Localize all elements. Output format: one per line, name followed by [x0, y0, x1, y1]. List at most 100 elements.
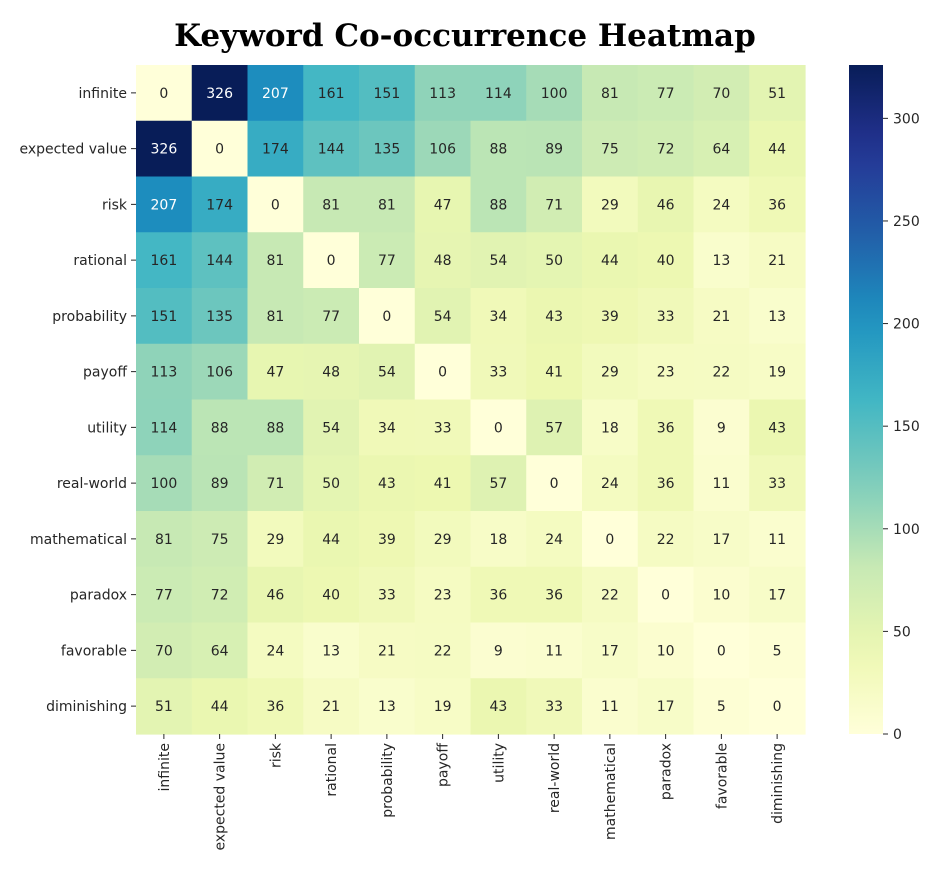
x-tick-label: real-world	[547, 743, 563, 813]
cell-value-label: 33	[657, 309, 675, 325]
cell-value-label: 0	[494, 420, 503, 436]
heatmap-cell	[526, 622, 583, 679]
cell-value-label: 51	[768, 86, 786, 102]
cell-value-label: 57	[545, 420, 563, 436]
heatmap-cell	[470, 622, 527, 679]
cell-value-label: 88	[211, 420, 229, 436]
cell-value-label: 77	[155, 588, 173, 604]
cell-value-label: 29	[434, 532, 452, 548]
cell-value-label: 48	[434, 253, 452, 269]
cell-value-label: 50	[545, 253, 563, 269]
cell-value-label: 207	[151, 197, 178, 213]
cell-value-label: 41	[545, 365, 563, 381]
heatmap-cell	[359, 678, 416, 735]
cell-value-label: 23	[657, 365, 675, 381]
cell-value-label: 81	[378, 197, 396, 213]
cell-value-label: 88	[266, 420, 284, 436]
heatmap-cell	[191, 566, 249, 624]
cell-value-label: 33	[378, 588, 396, 604]
cell-value-label: 9	[717, 420, 726, 436]
heatmap-cell	[693, 455, 750, 512]
cell-value-label: 11	[545, 643, 563, 659]
heatmap-cell	[637, 678, 695, 735]
cell-value-label: 13	[322, 643, 340, 659]
cell-value-label: 18	[489, 532, 507, 548]
heatmap-cell	[303, 65, 360, 122]
cell-value-label: 23	[434, 588, 452, 604]
heatmap-cell	[637, 288, 695, 345]
cell-value-label: 88	[489, 142, 507, 158]
cell-value-label: 64	[712, 142, 730, 158]
x-tick-label: utility	[491, 743, 507, 783]
heatmap-cell	[414, 622, 472, 679]
x-tick-labels: infinite expected value risk rational probab…	[157, 734, 786, 851]
heatmap-cell	[191, 622, 249, 679]
cell-value-label: 5	[773, 643, 782, 659]
heatmap-cell	[191, 120, 249, 178]
heatmap-cell	[303, 678, 360, 735]
cell-value-label: 0	[550, 476, 559, 492]
cell-value-label: 21	[712, 309, 730, 325]
heatmap-cell	[470, 399, 527, 456]
heatmap-cell	[414, 399, 472, 456]
heatmap-cell	[526, 566, 583, 624]
cell-value-label: 144	[206, 253, 233, 269]
y-tick-label: infinite	[79, 86, 127, 102]
chart-title: Keyword Co-occurrence Heatmap	[174, 18, 756, 54]
heatmap-cell	[303, 399, 360, 456]
heatmap-cell	[359, 288, 416, 345]
heatmap-cell	[749, 399, 806, 456]
cell-value-label: 113	[151, 365, 178, 381]
y-tick-label: paradox	[70, 588, 127, 604]
cell-value-label: 81	[322, 197, 340, 213]
cell-value-label: 144	[318, 142, 345, 158]
heatmap-cell	[582, 65, 639, 122]
cell-value-label: 81	[601, 86, 619, 102]
heatmap-cell	[693, 232, 750, 289]
cell-value-label: 0	[661, 588, 670, 604]
heatmap-cell	[526, 455, 583, 512]
cell-value-label: 24	[266, 643, 284, 659]
heatmap-cell	[359, 65, 416, 122]
cell-value-label: 89	[211, 476, 229, 492]
cell-value-label: 75	[601, 142, 619, 158]
heatmap-cell	[526, 176, 583, 233]
cell-value-label: 17	[712, 532, 730, 548]
cell-value-label: 326	[151, 142, 178, 158]
heatmap-cell	[247, 65, 304, 122]
y-tick-label: favorable	[61, 643, 127, 659]
cell-value-label: 33	[545, 699, 563, 715]
heatmap-cell	[303, 343, 360, 401]
cell-value-label: 33	[434, 420, 452, 436]
heatmap-cell	[693, 176, 750, 233]
heatmap-cell	[470, 678, 527, 735]
heatmap-cell	[414, 566, 472, 624]
cell-value-label: 70	[712, 86, 730, 102]
heatmap-cell	[749, 65, 806, 122]
cell-value-label: 174	[262, 142, 289, 158]
heatmap-cell	[749, 678, 806, 735]
heatmap-cell	[582, 232, 639, 289]
y-tick-label: probability	[52, 309, 127, 325]
cell-value-label: 0	[271, 197, 280, 213]
cell-value-label: 13	[768, 309, 786, 325]
heatmap-cell	[637, 176, 695, 233]
heatmap-cell	[693, 678, 750, 735]
heatmap-cell	[582, 343, 639, 401]
heatmap-cell	[637, 622, 695, 679]
heatmap-cell	[136, 511, 193, 568]
cell-value-label: 22	[601, 588, 619, 604]
heatmap-cell	[414, 455, 472, 512]
cell-value-label: 19	[768, 365, 786, 381]
cell-value-label: 10	[712, 588, 730, 604]
heatmap-cell	[526, 399, 583, 456]
heatmap-cell	[582, 399, 639, 456]
heatmap-cell	[136, 232, 193, 289]
cell-value-label: 33	[768, 476, 786, 492]
heatmap-cell	[247, 399, 304, 456]
cell-value-label: 0	[159, 86, 168, 102]
heatmap-cell	[749, 343, 806, 401]
cell-value-label: 13	[378, 699, 396, 715]
